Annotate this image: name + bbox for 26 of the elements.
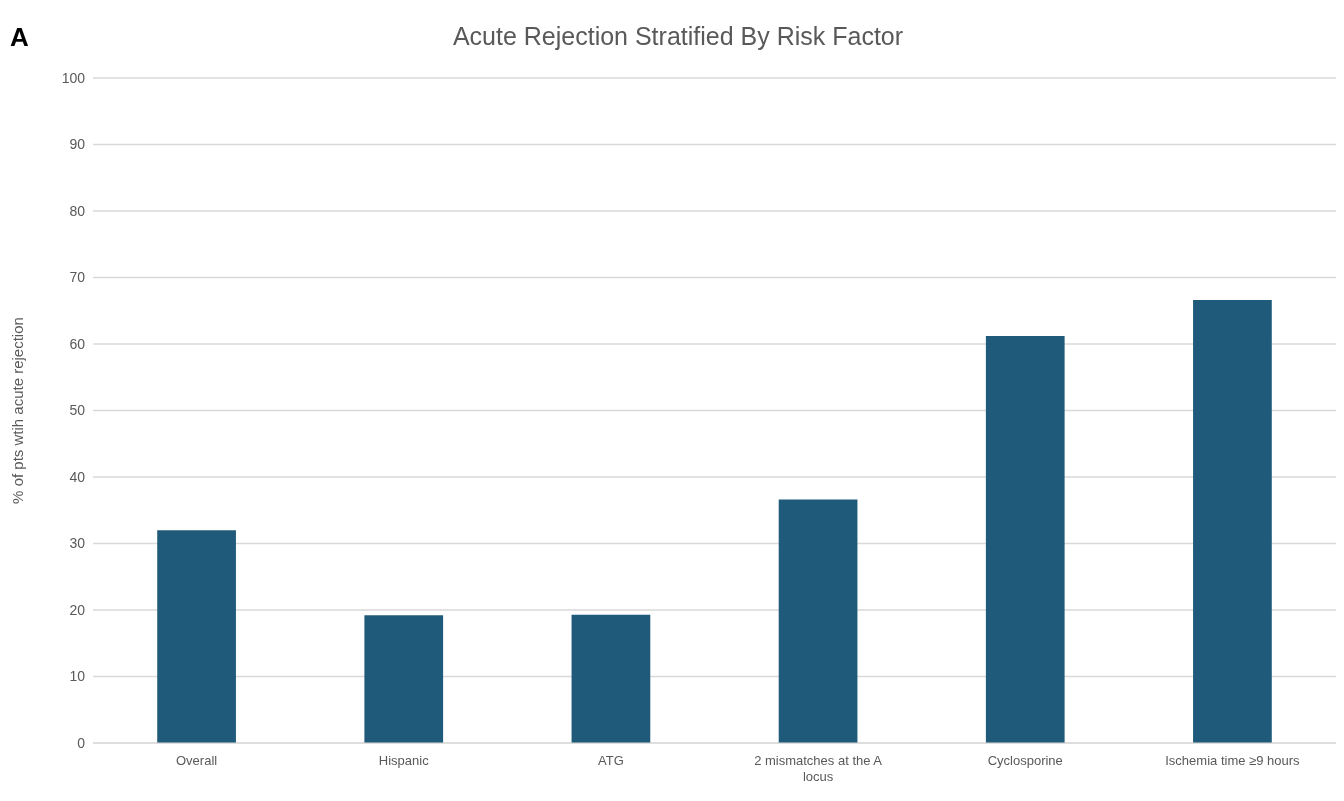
y-tick-label: 100	[61, 69, 86, 86]
y-axis-title: % of pts wtih acute rejection	[9, 317, 27, 504]
bar	[778, 499, 858, 743]
x-tick-label: Overall	[175, 753, 218, 768]
x-tick-label: Cyclosporine	[987, 753, 1063, 768]
bar	[985, 336, 1065, 743]
x-tick-label: 2 mismatches at the A locus	[754, 753, 883, 784]
y-tick-label: 40	[69, 468, 86, 485]
y-tick-label: 10	[69, 668, 86, 685]
x-tick-label: ATG	[598, 753, 624, 768]
bar	[571, 614, 651, 743]
text: A	[10, 22, 29, 53]
bar	[1193, 300, 1272, 743]
y-tick-label: 60	[69, 335, 86, 352]
y-tick-label: 90	[69, 136, 86, 153]
x-tick-label: Ischemia time ≥9 hours	[1165, 753, 1301, 768]
x-tick-label: Hispanic	[378, 753, 430, 768]
y-tick-label: 50	[69, 402, 86, 419]
y-tick-label: 0	[77, 734, 86, 751]
y-tick-label: 20	[69, 601, 86, 618]
y-tick-label: 80	[69, 202, 86, 219]
bar	[364, 615, 444, 743]
chart-title: Acute Rejection Stratified By Risk Factor	[452, 22, 904, 50]
bar	[157, 530, 236, 743]
y-tick-label: 70	[69, 269, 86, 286]
y-tick-label: 30	[69, 535, 86, 552]
